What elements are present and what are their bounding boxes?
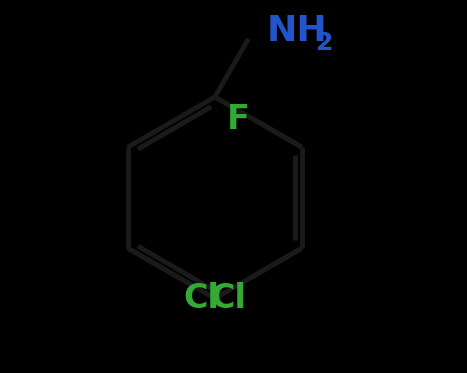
Text: 2: 2 [316, 31, 333, 54]
Text: Cl: Cl [211, 282, 247, 314]
Text: F: F [227, 103, 250, 136]
Text: NH: NH [267, 15, 328, 48]
Text: Cl: Cl [183, 282, 219, 314]
